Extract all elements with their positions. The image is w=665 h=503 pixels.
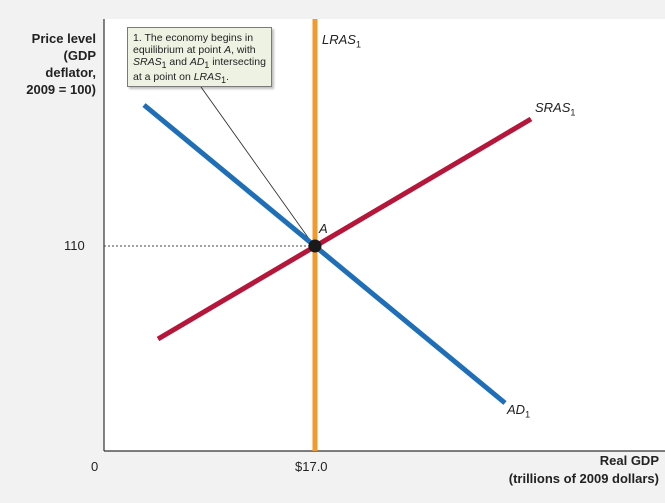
y-axis-label: Price level (GDP deflator, 2009 = 100) xyxy=(4,30,96,98)
lras-label-text: LRAS xyxy=(322,32,356,47)
equilibrium-point xyxy=(308,239,322,253)
plot-area xyxy=(104,19,665,451)
annotation-sub: 1 xyxy=(221,75,227,86)
sras-curve xyxy=(156,116,533,342)
lras-label-sub: 1 xyxy=(355,39,361,50)
annotation-text: at a point on xyxy=(133,71,194,84)
point-a-label: A xyxy=(319,221,328,236)
ad-curve xyxy=(142,103,507,405)
lras-label: LRAS1 xyxy=(322,32,361,50)
sras-label: SRAS1 xyxy=(535,100,575,118)
annotation-text: intersecting xyxy=(209,56,266,68)
annotation-italic: A xyxy=(224,44,232,56)
annotation-line: SRAS1 and AD1 intersecting xyxy=(133,56,266,71)
annotation-text: , with xyxy=(231,44,256,56)
y-axis-label-line: (GDP xyxy=(63,48,97,63)
annotation-text: and xyxy=(166,56,190,68)
annotation-sub: 1 xyxy=(204,60,210,71)
y-axis-label-line: Price level xyxy=(31,31,96,46)
annotation-text: . xyxy=(226,71,229,84)
annotation-leader xyxy=(200,86,313,244)
ad-label-text: AD xyxy=(507,402,526,417)
y-tick-label: 110 xyxy=(64,238,85,253)
ad-label: AD1 xyxy=(507,402,530,420)
annotation-line: at a point on LRAS1. xyxy=(133,71,266,86)
annotation-italic: LRAS xyxy=(193,71,222,84)
x-axis-label: Real GDP (trillions of 2009 dollars) xyxy=(459,452,659,488)
x-axis-label-line: (trillions of 2009 dollars) xyxy=(508,471,659,486)
annotation-italic: AD xyxy=(189,56,205,68)
x-tick-label: $17.0 xyxy=(295,459,328,474)
sras-label-text: SRAS xyxy=(535,100,571,115)
origin-label: 0 xyxy=(91,459,99,474)
annotation-sub: 1 xyxy=(161,60,167,71)
y-axis-label-line: 2009 = 100) xyxy=(26,82,96,97)
x-axis-label-line: Real GDP xyxy=(599,453,659,468)
annotation-line: equilibrium at point A, with xyxy=(133,44,266,56)
ad-label-sub: 1 xyxy=(525,409,531,420)
annotation-italic: SRAS xyxy=(133,56,162,68)
sras-label-sub: 1 xyxy=(570,107,576,118)
annotation-text: equilibrium at point xyxy=(133,44,225,56)
annotation-line: 1. The economy begins in xyxy=(133,32,254,44)
annotation-box: 1. The economy begins in equilibrium at … xyxy=(127,27,272,87)
y-axis-label-line: deflator, xyxy=(45,65,96,80)
